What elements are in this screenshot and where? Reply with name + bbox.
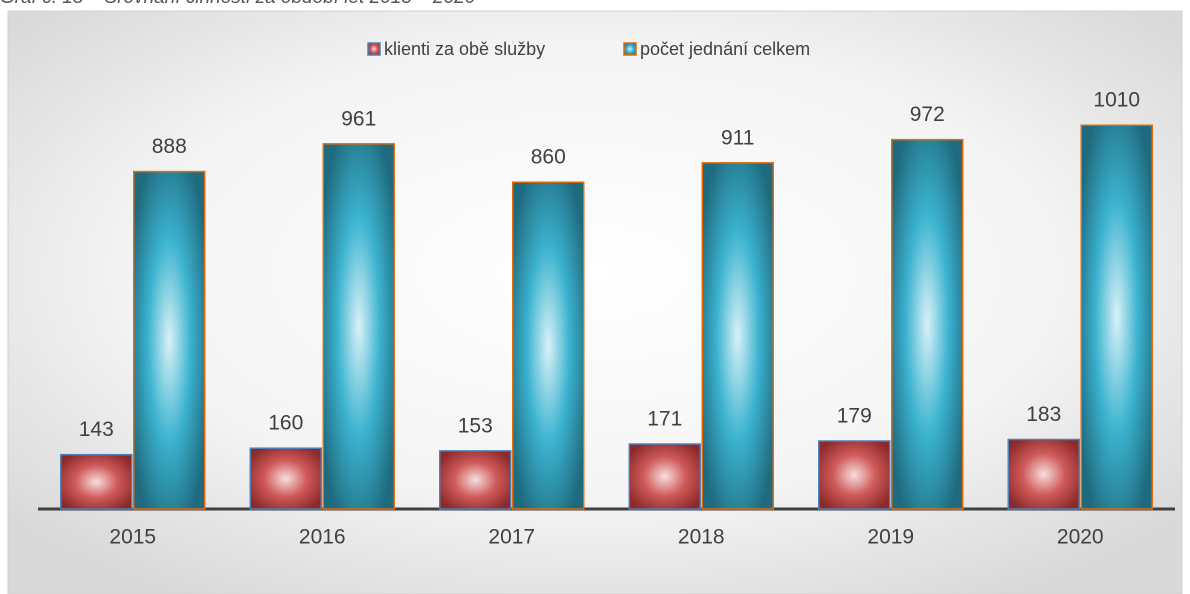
x-tick-label: 2020 xyxy=(1057,526,1104,549)
x-tick-label: 2016 xyxy=(299,526,346,549)
data-label: 860 xyxy=(531,146,566,169)
bar xyxy=(249,447,322,510)
legend-label: počet jednání celkem xyxy=(640,39,810,59)
data-label: 972 xyxy=(910,103,945,126)
bar xyxy=(1007,438,1080,510)
x-tick-label: 2018 xyxy=(678,526,725,549)
data-label: 183 xyxy=(1026,403,1061,426)
data-label: 961 xyxy=(341,107,376,130)
x-tick-label: 2019 xyxy=(867,526,914,549)
bar xyxy=(628,443,701,510)
x-tick-label: 2017 xyxy=(488,526,535,549)
bar xyxy=(439,450,512,510)
legend-label: klienti za obě služby xyxy=(384,39,545,59)
legend-swatch xyxy=(367,42,381,56)
data-label: 160 xyxy=(268,412,303,435)
bar xyxy=(818,440,891,510)
x-tick-label: 2015 xyxy=(109,526,156,549)
data-label: 911 xyxy=(721,126,754,149)
data-label: 153 xyxy=(458,414,493,437)
bar xyxy=(512,181,585,510)
bar xyxy=(891,138,964,510)
bar xyxy=(60,453,133,510)
data-label: 888 xyxy=(152,135,187,158)
bar xyxy=(701,162,774,510)
data-label: 143 xyxy=(79,418,114,441)
chart-title: Graf č. 15 – Srovnání činnosti za období… xyxy=(0,0,476,8)
bar xyxy=(322,143,395,510)
data-label: 1010 xyxy=(1093,89,1140,112)
bar xyxy=(133,170,206,510)
legend-swatch xyxy=(623,42,637,56)
bar xyxy=(1080,124,1153,510)
data-label: 179 xyxy=(837,405,872,428)
data-label: 171 xyxy=(647,408,682,431)
